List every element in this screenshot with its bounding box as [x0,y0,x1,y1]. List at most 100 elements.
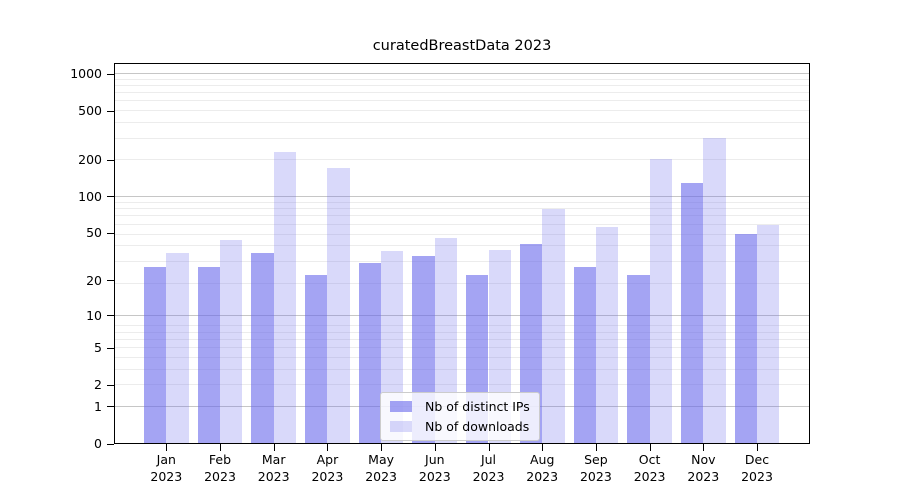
grid-line-minor [115,245,809,247]
chart-title: curatedBreastData 2023 [372,38,552,54]
y-tick-label: 100 [78,188,102,204]
x-tick-label: Apr 2023 [311,452,344,484]
bar-downloads-apr [327,167,350,443]
grid-line-minor [115,356,809,358]
y-tick-mark [107,232,114,234]
bar-downloads-oct [649,159,672,443]
grid-line-minor [115,159,809,161]
y-tick-mark [107,347,114,349]
y-tick-label: 0 [94,436,102,451]
grid-line-minor [115,110,809,112]
y-tick-mark [107,315,114,317]
bar-downloads-jun [434,237,458,443]
grid-line-minor [115,223,809,225]
y-tick-mark [107,406,114,408]
x-tick-label: Mar 2023 [257,452,290,484]
grid-line-minor [115,331,809,333]
grid-line-minor [115,85,809,87]
grid-line-minor [115,282,809,284]
y-tick-mark [107,280,114,282]
grid-line-major [115,314,809,316]
grid-line-major [115,73,809,75]
grid-line-minor [115,202,809,204]
x-tick-mark [488,444,490,451]
y-tick-label: 200 [78,152,102,167]
x-tick-mark [542,444,544,451]
grid-line-minor [115,208,809,210]
legend-item-downloads: Nb of downloads [390,419,530,434]
x-tick-label: Feb 2023 [204,452,236,484]
legend-swatch-downloads [390,421,412,432]
grid-line-minor [115,325,809,327]
plot-area: Nb of distinct IPs Nb of downloads [114,63,810,444]
grid-line-minor [115,384,809,386]
y-tick-mark [107,196,114,198]
y-tick-label: 5 [94,340,102,356]
bar-downloads-dec [757,224,780,443]
y-tick-label: 50 [86,225,102,241]
legend: Nb of distinct IPs Nb of downloads [380,392,540,441]
x-tick-mark [703,444,705,451]
y-tick-label: 20 [86,272,102,288]
y-tick-label: 10 [86,307,102,323]
y-tick-mark [107,110,114,112]
grid-line-minor [115,215,809,217]
x-tick-label: May 2023 [365,452,397,484]
grid-line-minor [115,122,809,124]
legend-item-distinct-ips: Nb of distinct IPs [390,399,530,414]
x-tick-mark [166,444,168,451]
grid-line-minor [115,233,809,235]
x-tick-mark [434,444,436,451]
x-tick-mark [220,444,221,451]
x-tick-mark [595,444,597,451]
bar-downloads-jan [166,252,189,443]
x-tick-label: Sep 2023 [579,452,612,484]
grid-line-minor [115,347,809,349]
grid-line-minor [115,368,809,370]
bar-downloads-feb [220,240,243,443]
x-tick-mark [273,444,275,451]
grid-line-minor [115,338,809,340]
y-tick-label: 1 [94,398,102,414]
bar-distinct-ips-oct [627,275,650,443]
legend-label-distinct-ips: Nb of distinct IPs [425,399,530,414]
legend-swatch-distinct-ips [390,401,412,412]
bar-distinct-ips-apr [305,275,328,443]
bar-distinct-ips-jan [143,266,167,443]
bar-distinct-ips-dec [734,233,757,443]
bar-distinct-ips-feb [197,266,220,443]
bar-downloads-mar [273,151,297,443]
legend-label-downloads: Nb of downloads [425,419,530,434]
bar-distinct-ips-mar [251,252,274,443]
x-tick-mark [381,444,383,451]
grid-line-minor [115,100,809,102]
bar-distinct-ips-may [358,262,382,443]
x-tick-mark [757,444,758,451]
grid-line-major [115,195,809,197]
bar-downloads-nov [703,138,726,443]
bar-downloads-sep [595,227,619,443]
y-tick-mark [107,159,114,161]
y-tick-mark [107,73,114,75]
x-tick-label: Oct 2023 [633,452,666,484]
grid-line-minor [115,78,809,80]
y-tick-label: 1000 [70,66,102,82]
bar-distinct-ips-nov [680,182,704,443]
x-tick-mark [649,444,651,451]
x-tick-label: Jan 2023 [150,452,183,484]
grid-line-minor [115,137,809,139]
bar-downloads-aug [542,209,565,443]
x-tick-label: Dec 2023 [741,452,773,484]
y-tick-mark [107,443,114,445]
grid-line-minor [115,260,809,262]
y-tick-label: 500 [78,103,102,119]
bar-distinct-ips-sep [573,266,596,443]
x-tick-mark [327,444,329,451]
x-tick-label: Jul 2023 [472,452,505,484]
x-tick-label: Aug 2023 [526,452,559,484]
y-tick-label: 2 [94,377,102,393]
y-tick-mark [107,384,114,386]
grid-line-minor [115,92,809,94]
x-tick-label: Nov 2023 [687,452,720,484]
